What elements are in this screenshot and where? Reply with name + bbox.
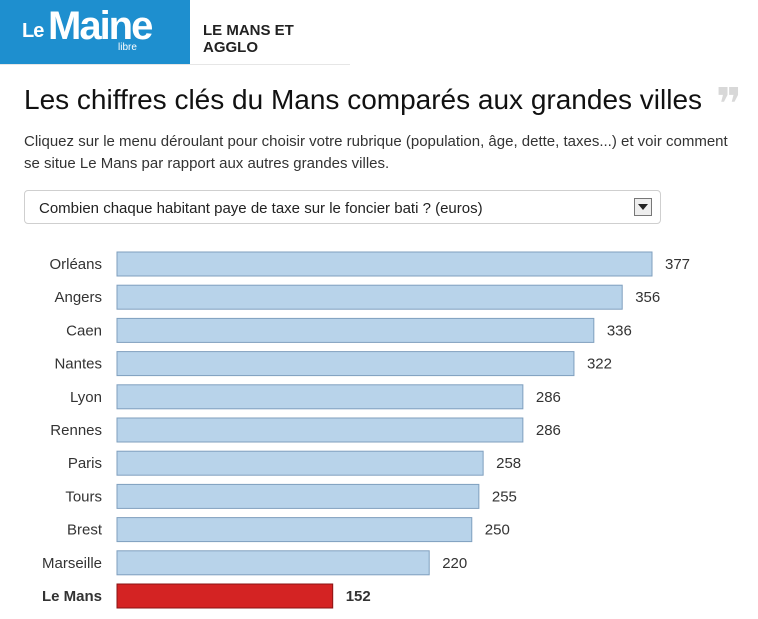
data-bar xyxy=(116,483,480,509)
bar-chart: Orléans 377 Angers 356 Caen 336 Nantes 322 Lyon 2… xyxy=(42,251,690,609)
site-logo[interactable]: Le Maine libre xyxy=(0,0,190,64)
value-label: 356 xyxy=(635,289,660,306)
category-label: Brest xyxy=(67,522,103,539)
category-label: Marseille xyxy=(42,555,102,572)
logo-text-main: Maine xyxy=(48,4,153,48)
category-label: Angers xyxy=(54,289,102,306)
data-bar xyxy=(116,450,484,476)
category-label: Tours xyxy=(65,488,102,505)
chevron-down-icon[interactable] xyxy=(634,198,652,216)
data-bar xyxy=(116,284,623,310)
dropdown-selected-label: Combien chaque habitant paye de taxe sur… xyxy=(39,200,483,217)
data-bar xyxy=(116,517,473,543)
category-label: Orléans xyxy=(49,256,102,273)
category-label: Paris xyxy=(68,455,102,472)
logo-text-sub: libre xyxy=(118,42,137,53)
page-description: Cliquez sur le menu déroulant pour chois… xyxy=(24,133,728,172)
value-label: 286 xyxy=(536,422,561,439)
data-bar xyxy=(116,251,653,277)
value-label: 336 xyxy=(607,322,632,339)
data-bar xyxy=(116,384,524,410)
value-label: 220 xyxy=(442,555,467,572)
value-label: 377 xyxy=(665,256,690,273)
quote-icon: ❞ xyxy=(716,80,742,129)
category-dropdown[interactable]: Combien chaque habitant paye de taxe sur… xyxy=(24,190,661,224)
value-label: 255 xyxy=(492,488,517,505)
value-label: 286 xyxy=(536,389,561,406)
section-link[interactable]: LE MANS ET AGGLO xyxy=(203,22,294,56)
value-label: 152 xyxy=(346,588,371,605)
value-label: 322 xyxy=(587,356,612,373)
data-bar xyxy=(116,417,524,443)
category-label: Nantes xyxy=(54,356,102,373)
highlight-bar xyxy=(116,583,334,609)
logo-text-le: Le xyxy=(22,20,44,42)
site-header: Le Maine libre LE MANS ET AGGLO xyxy=(0,0,350,65)
data-bar xyxy=(116,351,575,377)
category-label: Rennes xyxy=(50,422,102,439)
category-label: Caen xyxy=(66,322,102,339)
category-label: Lyon xyxy=(70,389,102,406)
value-label: 250 xyxy=(485,522,510,539)
data-bar xyxy=(116,317,595,343)
page-title: Les chiffres clés du Mans comparés aux g… xyxy=(24,84,703,115)
data-bar xyxy=(116,550,430,576)
value-label: 258 xyxy=(496,455,521,472)
category-label: Le Mans xyxy=(42,588,102,605)
